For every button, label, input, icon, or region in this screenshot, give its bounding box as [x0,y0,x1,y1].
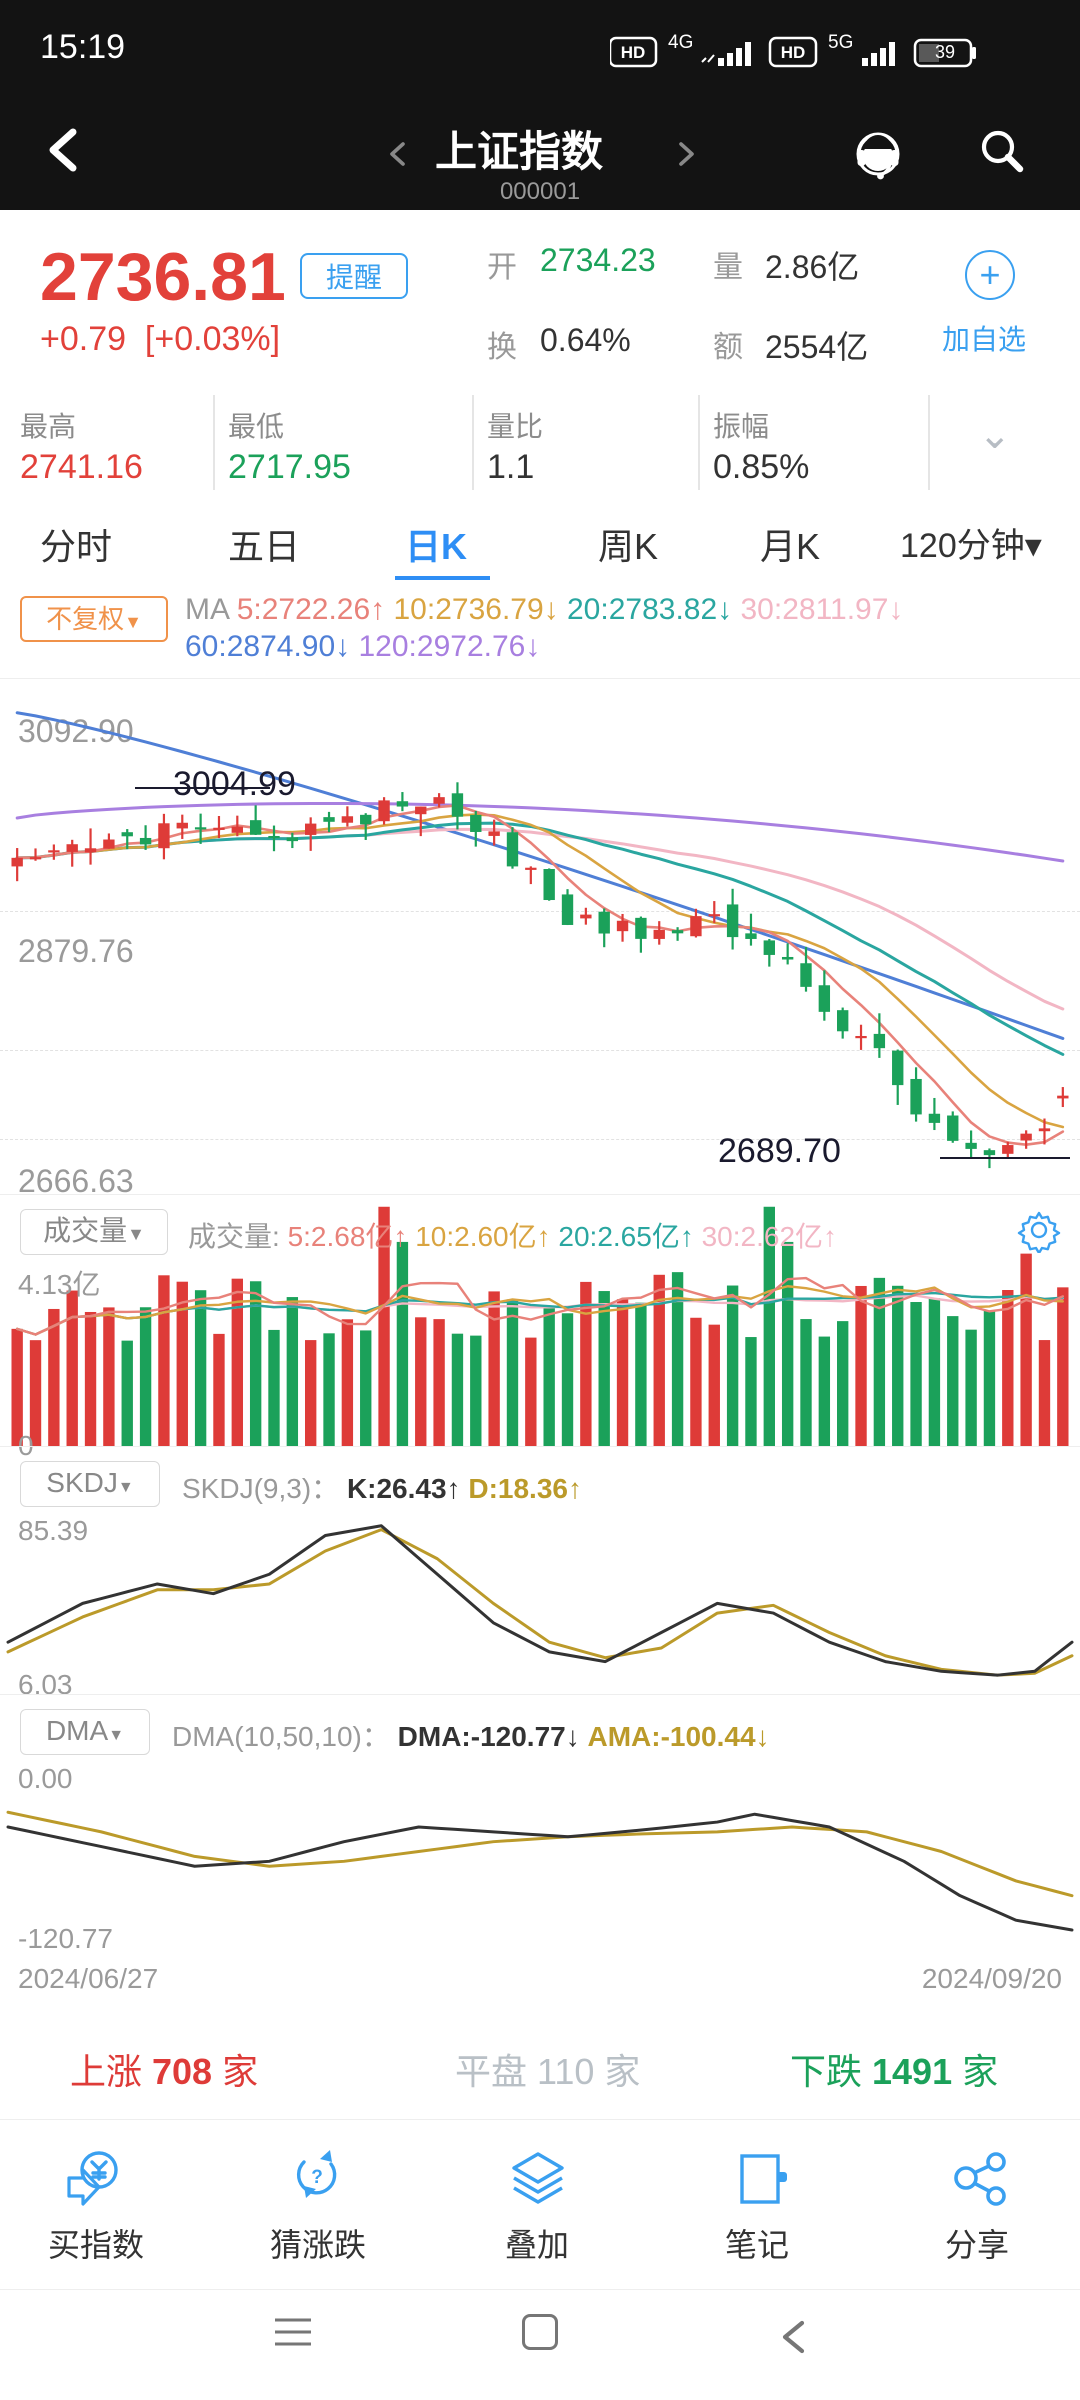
svg-text:HD: HD [781,43,806,62]
svg-text:?: ? [311,2167,323,2188]
svg-text:HD: HD [621,43,646,62]
svg-text:4G: 4G [668,32,693,53]
svg-text:5G: 5G [828,32,853,53]
svg-text:39: 39 [935,42,955,62]
